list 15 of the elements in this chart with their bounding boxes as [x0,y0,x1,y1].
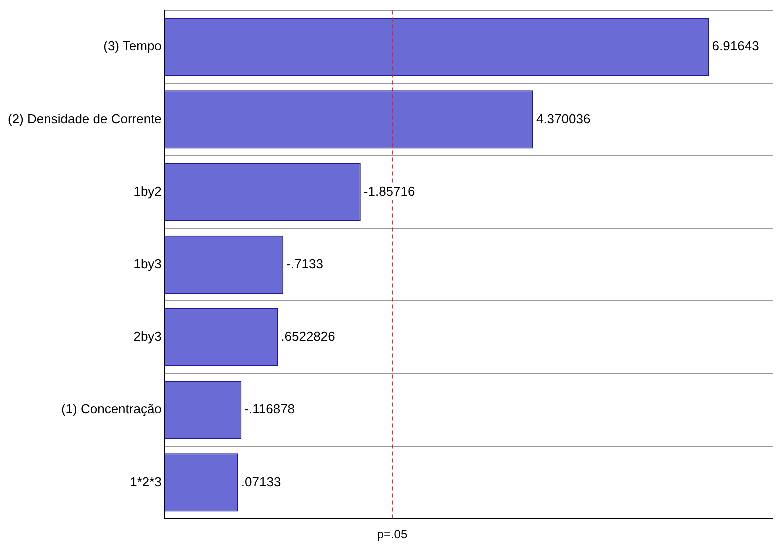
y-tick-label: 2by3 [134,329,162,344]
y-tick-label: (2) Densidade de Corrente [8,111,162,126]
annotation: -.7133 [286,256,324,272]
y-tick-label: (1) Concentração [61,402,162,417]
annotation: -1.85716 [364,184,416,199]
y-tick-label: 1by3 [134,256,162,272]
annotation: -.116878 [244,402,296,417]
annotation: .07133 [241,474,282,490]
y-tick-label: 1by2 [134,184,162,199]
y-tick-label: (3) Tempo [104,38,162,54]
annotation: 4.370036 [536,111,591,126]
ref-line-label: p=.05 [377,527,408,542]
annotation: .6522826 [281,329,336,344]
annotation: 6.91643 [712,38,760,54]
y-tick-label: 1*2*3 [130,474,162,490]
